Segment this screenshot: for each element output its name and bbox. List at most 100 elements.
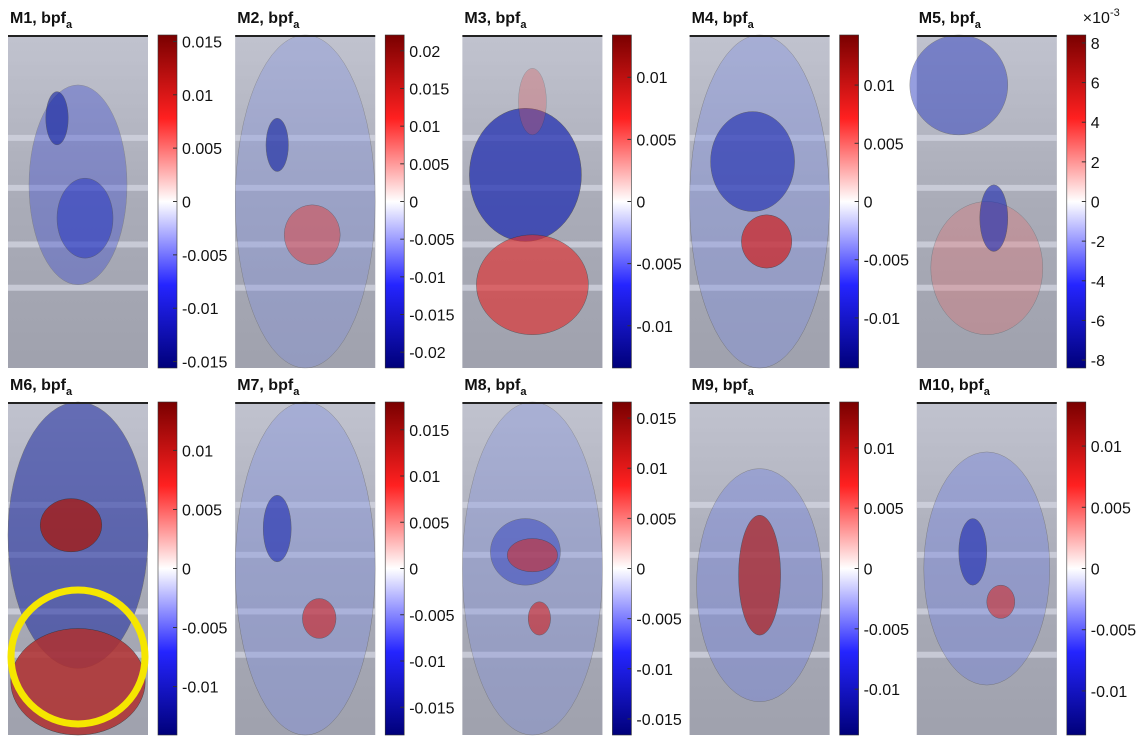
blob <box>265 118 289 172</box>
scale-exponent: -3 <box>1110 7 1120 19</box>
colorbar-tick-label: -0.01 <box>636 662 673 679</box>
stripe <box>235 651 376 658</box>
colorbar-tick-label: 0 <box>1091 562 1100 579</box>
colorbar-tick-label: -0.01 <box>182 680 219 697</box>
panel-title: M6, bpfa <box>10 377 73 398</box>
blob <box>234 34 376 369</box>
blob <box>738 514 781 636</box>
title-text: M6, bpf <box>10 377 67 394</box>
panel: M7, bpfa -0.015 -0.01 -0.005 0 0.005 0.01 0.015 <box>234 377 455 736</box>
blob <box>234 401 376 736</box>
stripe <box>916 184 1057 191</box>
stripe <box>916 284 1057 291</box>
colorbar-tick-label: -6 <box>1091 313 1105 330</box>
blob <box>56 177 114 259</box>
colorbar-tick-label: 0 <box>636 195 645 212</box>
colorbar-tick-label: -0.015 <box>182 355 227 372</box>
colorbar-tick-label: 0 <box>636 562 645 579</box>
blob <box>262 494 292 563</box>
stripe <box>235 501 376 508</box>
stripe <box>8 284 148 291</box>
stripe <box>462 501 603 508</box>
overlay <box>235 35 376 368</box>
blob <box>527 601 551 636</box>
title-text: M2, bpf <box>237 10 294 27</box>
overlay <box>916 402 1057 735</box>
colorbar-scale: ×10-3 <box>1083 7 1120 27</box>
colorbar-tick-label: 0.015 <box>636 411 676 428</box>
colorbar-tick-label: 2 <box>1091 155 1100 172</box>
title-subscript: a <box>748 386 755 398</box>
blob <box>302 598 337 639</box>
panel: M10, bpfa -0.01 -0.005 0 0.005 0.01 <box>916 377 1136 736</box>
blob <box>518 68 547 136</box>
colorbar-tick-label: 0.015 <box>409 81 449 98</box>
colorbar-tick-label: 0 <box>409 562 418 579</box>
colorbar-tick-label: 0.005 <box>636 511 676 528</box>
colorbar-tick-label: -0.02 <box>409 345 446 362</box>
stripe <box>916 134 1057 141</box>
colorbar-tick-label: -0.005 <box>636 257 681 274</box>
stripe <box>689 284 830 291</box>
blob <box>476 234 589 335</box>
blob <box>39 498 103 553</box>
panel: M9, bpfa -0.01 -0.005 0 0.005 0.01 <box>689 377 909 736</box>
colorbar-tick-label: 0 <box>864 195 873 212</box>
colorbar-tick-label: -0.005 <box>864 622 909 639</box>
title-subscript: a <box>984 386 991 398</box>
title-subscript: a <box>293 386 300 398</box>
stripe <box>235 284 376 291</box>
colorbar-tick-label: 0.01 <box>864 78 895 95</box>
colorbar-tick-label: 0 <box>409 195 418 212</box>
panel: M6, bpfa -0.01 -0.005 0 0.005 0.01 <box>7 377 227 736</box>
blob <box>909 34 1009 136</box>
colorbar-tick-label: 0.005 <box>182 502 222 519</box>
stripe <box>689 651 830 658</box>
title-text: M1, bpf <box>10 10 67 27</box>
scale-base: ×10 <box>1083 10 1110 27</box>
colorbar-tick-label: -0.015 <box>409 308 454 325</box>
colorbar-tick-label: 0.01 <box>182 88 213 105</box>
colorbar-tick-label: -0.005 <box>1091 623 1136 640</box>
colorbar-tick-label: 0 <box>182 195 191 212</box>
blob <box>958 518 988 586</box>
image <box>235 35 376 368</box>
blob <box>506 538 558 573</box>
panel: M3, bpfa -0.01 -0.005 0 0.005 0.01 <box>462 10 682 369</box>
blob <box>45 91 69 146</box>
image <box>235 402 376 735</box>
panel: M4, bpfa -0.01 -0.005 0 0.005 0.01 <box>689 10 909 369</box>
panel-title: M8, bpfa <box>464 377 527 398</box>
colorbar-tick-label: 8 <box>1091 36 1100 53</box>
colorbar-tick-label: -0.005 <box>409 608 454 625</box>
stripe <box>235 551 376 558</box>
blob <box>979 184 1009 252</box>
colorbar-tick-label: -0.005 <box>636 612 681 629</box>
colorbar-tick-label: -0.005 <box>864 253 909 270</box>
panel-title: M10, bpfa <box>919 377 991 398</box>
panel-title: M9, bpfa <box>692 377 755 398</box>
title-text: M8, bpf <box>464 377 521 394</box>
panel-title: M1, bpfa <box>10 10 73 31</box>
blob <box>741 214 793 269</box>
colorbar-tick-label: 0.015 <box>182 34 222 51</box>
stripe <box>235 134 376 141</box>
colorbar-tick-label: 0.005 <box>409 515 449 532</box>
title-text: M4, bpf <box>692 10 749 27</box>
colorbar-tick-label: 0.01 <box>409 469 440 486</box>
stripe <box>916 651 1057 658</box>
colorbar-tick-label: 0.015 <box>409 423 449 440</box>
blob <box>923 451 1051 686</box>
stripe <box>462 651 603 658</box>
panel: M1, bpfa -0.015 -0.01 -0.005 0 0.005 0.01 0.015 <box>8 10 227 372</box>
colorbar-tick-label: 4 <box>1091 115 1100 132</box>
title-subscript: a <box>66 19 73 31</box>
panel: M8, bpfa -0.015 -0.01 -0.005 0 0.005 0.01 0.015 <box>462 377 682 736</box>
title-text: M10, bpf <box>919 377 985 394</box>
stripe <box>235 184 376 191</box>
colorbar-tick-label: 0.005 <box>409 157 449 174</box>
colorbar-tick-label: -0.01 <box>409 654 446 671</box>
colorbar-tick-label: -4 <box>1091 274 1105 291</box>
colorbar-tick-label: 0.01 <box>864 441 895 458</box>
